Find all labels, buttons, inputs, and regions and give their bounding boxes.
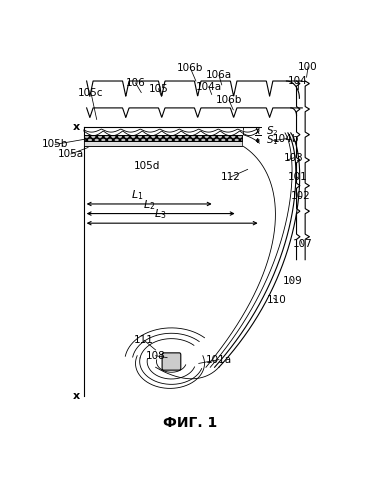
Text: 106a: 106a: [206, 70, 232, 80]
Text: 112: 112: [220, 172, 240, 182]
Text: $L_3$: $L_3$: [154, 208, 167, 221]
Text: 100: 100: [298, 62, 318, 72]
Text: 108: 108: [146, 351, 165, 361]
Bar: [84, 135, 242, 141]
Bar: [84, 135, 242, 141]
Text: 105d: 105d: [134, 161, 160, 171]
Text: 106: 106: [126, 78, 145, 88]
Text: ФИГ. 1: ФИГ. 1: [163, 416, 217, 430]
Text: 102: 102: [291, 191, 311, 201]
Text: 105a: 105a: [58, 149, 84, 159]
Text: 104b: 104b: [273, 134, 300, 144]
Text: 105b: 105b: [42, 139, 68, 149]
Text: 106b: 106b: [216, 95, 242, 105]
Text: 109: 109: [282, 276, 302, 286]
Text: 103: 103: [284, 153, 303, 163]
Text: $S_2$: $S_2$: [266, 124, 279, 138]
Text: 105c: 105c: [78, 87, 104, 97]
Text: 110: 110: [266, 295, 286, 305]
FancyBboxPatch shape: [162, 353, 181, 370]
Text: 111: 111: [134, 335, 154, 345]
Text: 106b: 106b: [177, 62, 203, 72]
Text: $S_1$: $S_1$: [266, 134, 279, 148]
Text: 104: 104: [288, 76, 308, 86]
Text: 101a: 101a: [206, 355, 232, 365]
Text: x: x: [73, 391, 80, 401]
Text: $L_2$: $L_2$: [143, 198, 155, 212]
Text: 105: 105: [149, 84, 168, 94]
Text: $L_1$: $L_1$: [131, 188, 144, 202]
Text: x: x: [73, 122, 80, 132]
Text: 104a: 104a: [196, 82, 222, 92]
Text: 107: 107: [292, 240, 312, 250]
Text: 101: 101: [288, 172, 308, 182]
Bar: [84, 141, 242, 146]
